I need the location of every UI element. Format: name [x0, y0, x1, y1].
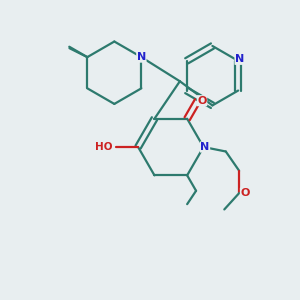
Text: N: N	[235, 54, 244, 64]
Text: O: O	[240, 188, 250, 198]
Text: HO: HO	[94, 142, 112, 152]
Text: O: O	[197, 96, 207, 106]
Text: N: N	[137, 52, 146, 62]
Text: N: N	[200, 142, 210, 152]
